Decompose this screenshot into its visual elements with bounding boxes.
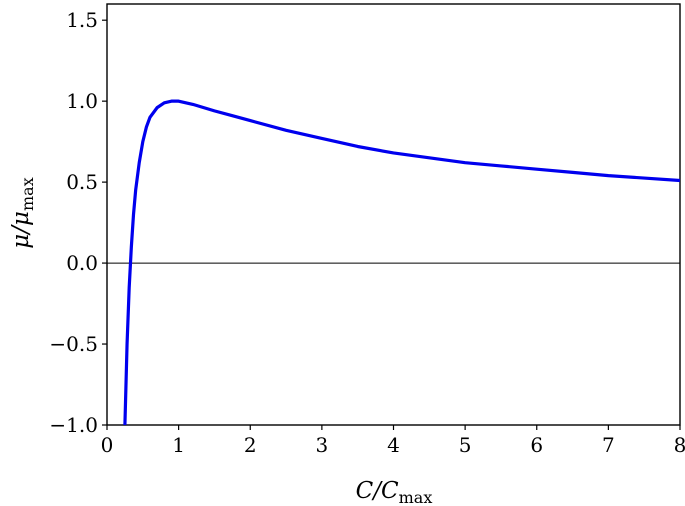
- y-tick-label: −0.5: [49, 332, 98, 356]
- x-tick-label: 0: [101, 433, 114, 457]
- y-tick-label: 1.0: [66, 89, 98, 113]
- y-tick-label: 0.0: [66, 251, 98, 275]
- axes-frame: [106, 3, 681, 426]
- x-tick-label: 4: [387, 433, 400, 457]
- x-tick-label: 5: [459, 433, 472, 457]
- y-axis-label: μ/μmax: [8, 177, 37, 248]
- x-axis-label-main: C/C: [356, 478, 399, 504]
- y-axis-label-subscript: max: [18, 177, 37, 211]
- y-axis-label-main: μ/μ: [8, 211, 34, 249]
- x-tick-label: 2: [244, 433, 257, 457]
- x-axis-label-subscript: max: [399, 488, 433, 506]
- y-axis-ticks: −1.0 −0.5 0.0 0.5 1.0 1.5: [49, 8, 107, 437]
- y-tick-label: 0.5: [66, 170, 98, 194]
- series-layer: [123, 99, 681, 426]
- x-tick-label: 6: [530, 433, 543, 457]
- x-tick-label: 8: [674, 433, 685, 457]
- x-axis-label: C/Cmax: [356, 478, 433, 506]
- x-axis-ticks: 0 1 2 3 4 5 6 7 8: [101, 425, 685, 457]
- y-tick-label: −1.0: [49, 413, 98, 437]
- plot-frame: [106, 3, 681, 426]
- x-tick-label: 1: [172, 433, 185, 457]
- y-tick-label: 1.5: [66, 8, 98, 32]
- series-line-0: [123, 99, 681, 426]
- x-tick-label: 3: [316, 433, 329, 457]
- x-tick-label: 7: [602, 433, 615, 457]
